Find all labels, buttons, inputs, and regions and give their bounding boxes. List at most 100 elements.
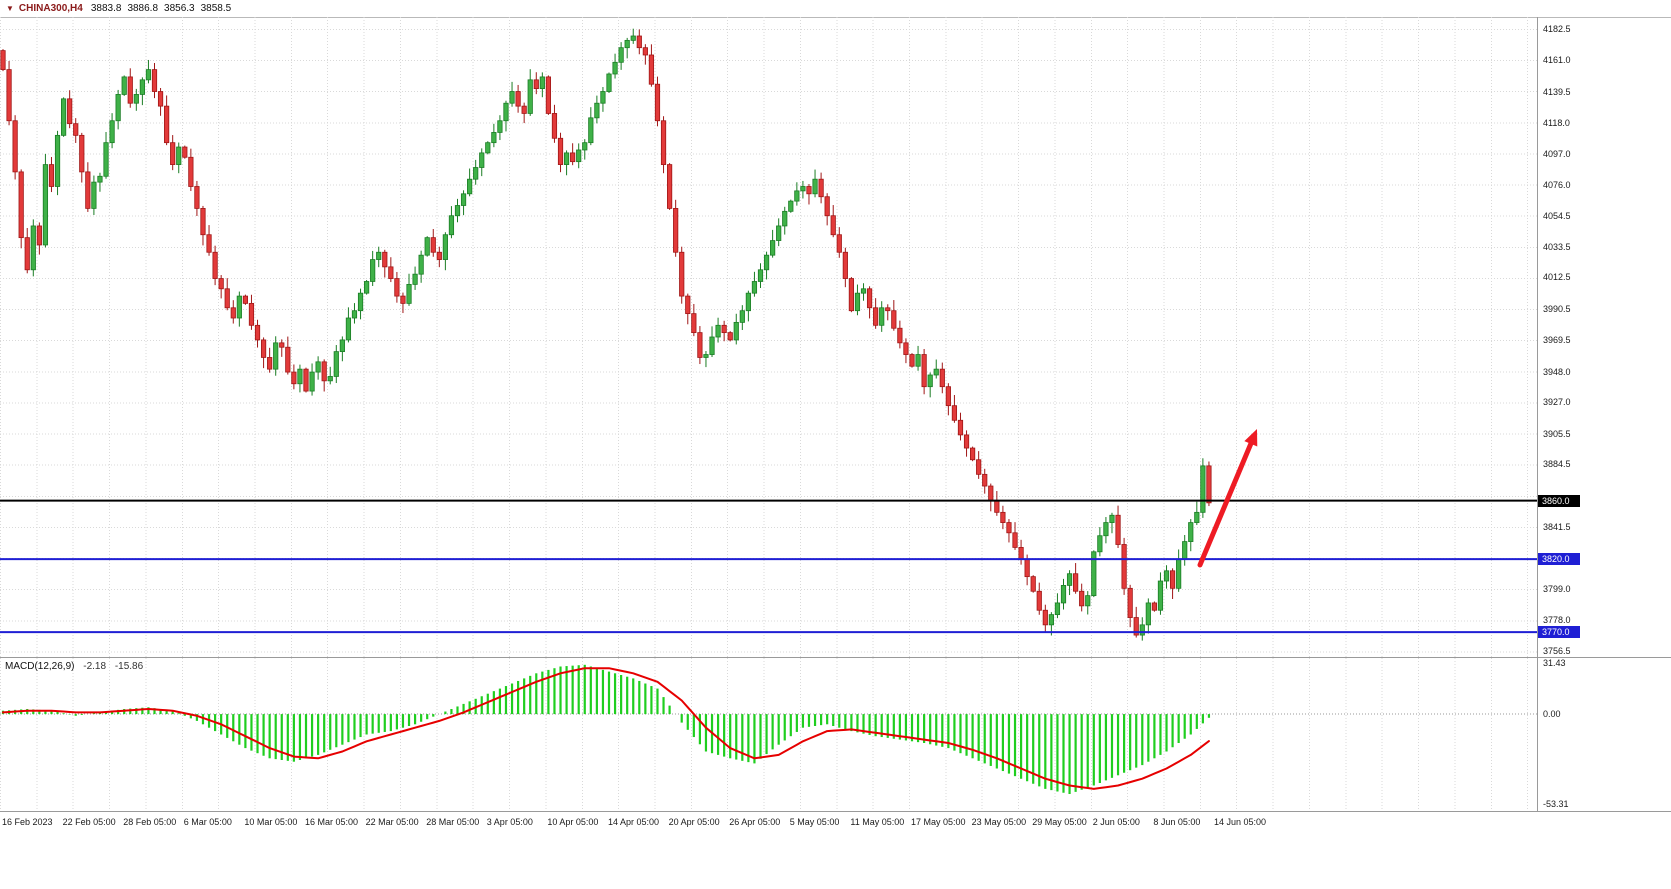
candle — [654, 83, 661, 122]
candle — [945, 386, 951, 407]
candle — [285, 346, 291, 373]
price-axis-label: 3884.5 — [1543, 459, 1571, 470]
macd-main-value: -2.18 — [83, 661, 107, 672]
candle — [1200, 465, 1206, 513]
candle — [18, 171, 24, 239]
candle — [836, 234, 842, 253]
candle — [176, 146, 182, 165]
candle — [594, 102, 600, 119]
candle — [194, 186, 200, 209]
low-value: 3856.3 — [164, 3, 195, 14]
candle — [1036, 590, 1042, 611]
macd-panel[interactable] — [0, 658, 1537, 811]
candle — [339, 339, 345, 353]
price-axis-label: 3948.0 — [1543, 366, 1571, 377]
candle — [776, 225, 782, 241]
candle — [751, 281, 758, 294]
candle — [1030, 576, 1036, 592]
candle — [557, 137, 564, 165]
candle — [685, 295, 691, 315]
candle — [1169, 570, 1176, 589]
trend-arrow[interactable] — [1197, 441, 1254, 568]
price-axis-label: 4118.0 — [1543, 118, 1570, 129]
candle — [6, 69, 12, 122]
candle — [327, 376, 333, 382]
candle — [806, 186, 812, 195]
price-axis-label: 3799.0 — [1543, 584, 1571, 595]
candle — [297, 368, 303, 385]
time-axis-label: 6 Mar 05:00 — [183, 817, 232, 827]
candle — [970, 447, 976, 461]
candle — [830, 215, 836, 236]
price-line-badge[interactable]: 3770.0 — [1538, 626, 1580, 639]
price-axis-label: 4054.5 — [1543, 210, 1571, 221]
candle — [1188, 522, 1194, 542]
candle — [1060, 585, 1067, 604]
price-line-badge[interactable]: 3820.0 — [1538, 553, 1580, 566]
time-axis-label: 10 Apr 05:00 — [547, 817, 599, 827]
time-axis-label: 23 May 05:00 — [971, 817, 1027, 827]
time-axis[interactable]: 16 Feb 2023 22 Feb 05:00 28 Feb 05:00 6 Mar… — [0, 812, 1671, 889]
candle — [424, 237, 430, 256]
candle — [418, 254, 424, 275]
price-line-badge[interactable]: 3860.0 — [1538, 494, 1580, 507]
candle — [212, 251, 218, 279]
candle — [376, 251, 382, 260]
symbol-dropdown-icon[interactable]: ▼ — [6, 4, 14, 13]
candle — [866, 288, 873, 309]
candle — [333, 351, 339, 377]
candle — [1127, 587, 1133, 618]
candle — [885, 307, 891, 312]
candle — [224, 288, 230, 309]
candle — [854, 292, 861, 312]
price-axis-label: 3778.0 — [1543, 614, 1571, 625]
trend-arrow-head[interactable] — [1244, 429, 1258, 447]
candle — [291, 371, 297, 385]
candle — [30, 225, 36, 271]
price-axis-label: 3841.5 — [1543, 522, 1571, 533]
candle — [642, 47, 648, 56]
panel-separator[interactable] — [0, 657, 1671, 658]
candle — [36, 225, 42, 246]
candle — [79, 134, 85, 173]
candle — [630, 35, 636, 41]
macd-signal-value: -15.86 — [114, 661, 144, 672]
candle — [491, 132, 497, 144]
candle — [370, 259, 376, 282]
candle — [467, 178, 473, 195]
candle — [703, 354, 709, 358]
candle — [533, 79, 539, 89]
time-axis-label: 16 Feb 2023 — [2, 817, 53, 827]
candle — [757, 269, 764, 282]
candle — [303, 368, 309, 392]
candle — [1097, 535, 1103, 553]
candle — [794, 190, 800, 202]
candle — [1073, 573, 1079, 592]
candle — [1157, 580, 1164, 611]
price-chart[interactable] — [0, 17, 1537, 657]
candle — [673, 208, 679, 253]
candle — [667, 164, 673, 209]
candle — [539, 76, 545, 89]
candle — [254, 324, 261, 341]
candle — [1206, 465, 1212, 504]
candle — [242, 295, 248, 304]
candle — [121, 76, 127, 95]
time-axis-separator — [0, 811, 1671, 812]
candle — [97, 175, 103, 183]
candle — [103, 142, 109, 177]
candle — [315, 361, 321, 373]
candle — [545, 76, 552, 114]
candle — [24, 237, 30, 271]
candle — [563, 152, 570, 165]
candle — [1176, 558, 1182, 589]
time-axis-label: 14 Jun 05:00 — [1214, 817, 1267, 827]
candle — [345, 317, 352, 341]
candle — [709, 336, 715, 355]
candle — [267, 357, 273, 370]
price-axis-separator — [1537, 17, 1538, 889]
candle — [1139, 624, 1145, 636]
candle — [1048, 614, 1054, 626]
time-axis-label: 17 May 05:00 — [911, 817, 966, 827]
